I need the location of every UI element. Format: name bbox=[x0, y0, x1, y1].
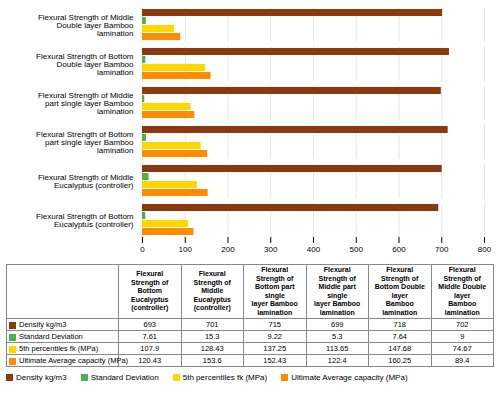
html-text:Standard Deviation: Standard Deviation bbox=[19, 332, 83, 341]
svg-text:200: 200 bbox=[221, 245, 235, 254]
html-text:5.3: 5.3 bbox=[332, 332, 343, 341]
html-text:693: 693 bbox=[143, 320, 156, 329]
html-text:120.43: 120.43 bbox=[138, 356, 162, 365]
svg-text:700: 700 bbox=[435, 245, 449, 254]
html-text:128.43: 128.43 bbox=[200, 344, 224, 353]
svg-text:0: 0 bbox=[140, 245, 145, 254]
html-text:Ultimate Average capacity (MPa: Ultimate Average capacity (MPa) bbox=[291, 373, 408, 382]
html-text:Flexural Strength of Bottom pa: Flexural Strength of Bottom part single … bbox=[251, 266, 298, 316]
html-text:160.25: 160.25 bbox=[388, 356, 412, 365]
html-text:7.64: 7.64 bbox=[392, 332, 407, 341]
html-text:Density kg/m3: Density kg/m3 bbox=[16, 373, 67, 382]
html-text:7.61: 7.61 bbox=[142, 332, 157, 341]
html-text:5th percentiles fk (MPa): 5th percentiles fk (MPa) bbox=[182, 373, 268, 382]
html-text:702: 702 bbox=[456, 320, 469, 329]
svg-text:Flexural Strength of BottomEuc: Flexural Strength of BottomEucalyptus (c… bbox=[36, 212, 134, 229]
svg-text:Flexural Strength of Bottompar: Flexural Strength of Bottompart single l… bbox=[36, 130, 134, 155]
html-text:Flexural Strength of Middle pa: Flexural Strength of Middle part single … bbox=[314, 266, 361, 316]
html-text:107.9: 107.9 bbox=[140, 344, 160, 353]
html-text:9.22: 9.22 bbox=[267, 332, 282, 341]
html-text:9: 9 bbox=[460, 332, 465, 341]
html-text:89.4: 89.4 bbox=[454, 356, 470, 365]
svg-text:Flexural Strength of BottomDou: Flexural Strength of BottomDouble layer … bbox=[36, 52, 134, 77]
html-text:701: 701 bbox=[206, 320, 219, 329]
html-text:152.43: 152.43 bbox=[263, 356, 287, 365]
html-text:Flexural Strength of Bottom Eu: Flexural Strength of Bottom Eucalyptus (… bbox=[131, 270, 169, 312]
svg-text:100: 100 bbox=[179, 245, 193, 254]
html-text:113.65: 113.65 bbox=[326, 344, 349, 353]
svg-text:Flexural Strength of MiddleDou: Flexural Strength of MiddleDouble layer … bbox=[38, 13, 134, 38]
html-text:715: 715 bbox=[268, 320, 281, 329]
svg-text:Flexural Strength of MiddleEuc: Flexural Strength of MiddleEucalyptus (c… bbox=[38, 173, 134, 190]
html-text:5th percentiles fk (MPa): 5th percentiles fk (MPa) bbox=[19, 344, 99, 353]
html-text:153.6: 153.6 bbox=[202, 356, 222, 365]
html-text:Flexural Strength of Bottom Do: Flexural Strength of Bottom Double layer… bbox=[374, 266, 425, 316]
html-text:137.25: 137.25 bbox=[263, 344, 287, 353]
svg-text:400: 400 bbox=[307, 245, 321, 254]
html-text:122.4: 122.4 bbox=[327, 356, 347, 365]
html-text:Density kg/m3: Density kg/m3 bbox=[19, 320, 67, 329]
svg-text:300: 300 bbox=[264, 245, 278, 254]
html-text:699: 699 bbox=[331, 320, 344, 329]
html-text:Ultimate Average capacity (MPa: Ultimate Average capacity (MPa) bbox=[19, 356, 129, 365]
html-text:147.68: 147.68 bbox=[388, 344, 412, 353]
html-text:Flexural Strength of Middle Do: Flexural Strength of Middle Double layer… bbox=[438, 266, 487, 316]
svg-text:600: 600 bbox=[392, 245, 406, 254]
html-text:Flexural Strength of Middle Eu: Flexural Strength of Middle Eucalyptus (… bbox=[193, 270, 231, 312]
svg-text:500: 500 bbox=[350, 245, 364, 254]
html-text:718: 718 bbox=[393, 320, 406, 329]
html-text:15.3: 15.3 bbox=[204, 332, 220, 341]
svg-text:800: 800 bbox=[478, 245, 492, 254]
svg-text:Flexural Strength of Middlepar: Flexural Strength of Middlepart single l… bbox=[38, 91, 134, 116]
html-text:74.67: 74.67 bbox=[452, 344, 472, 353]
html-text:Standard Deviation: Standard Deviation bbox=[90, 373, 159, 382]
